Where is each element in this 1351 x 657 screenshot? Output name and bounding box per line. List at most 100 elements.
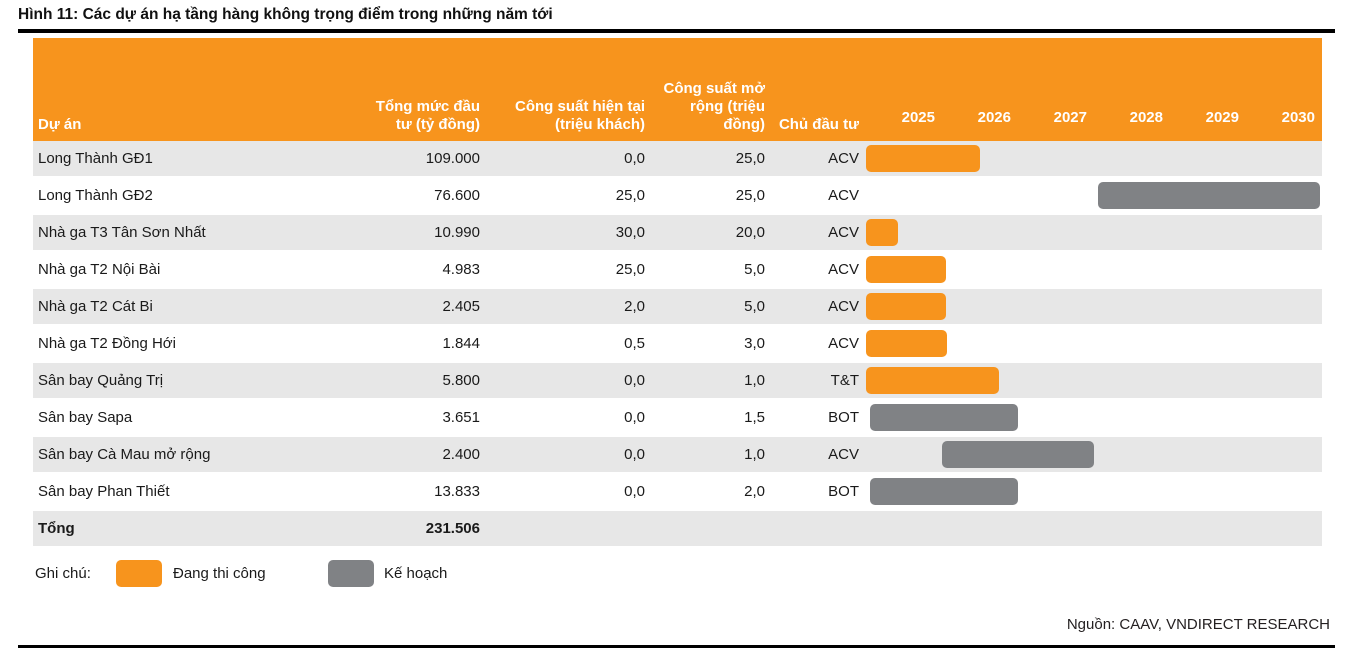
project-name-cell: Sân bay Sapa <box>38 409 133 426</box>
capacity-expansion-cell: 1,0 <box>744 446 765 463</box>
year-header-2028: 2028 <box>1129 109 1163 126</box>
project-name-cell: Long Thành GĐ1 <box>38 150 153 167</box>
capacity-expansion-cell: 5,0 <box>744 298 765 315</box>
table-row: Nhà ga T2 Nội Bài 4.983 25,0 5,0 ACV <box>33 252 1322 289</box>
gantt-header: 2025 2026 2027 2028 2029 2030 <box>866 38 1322 141</box>
gantt-cell <box>866 326 1322 361</box>
title-rule <box>18 29 1335 33</box>
gantt-bar-construction <box>866 145 980 172</box>
investor-cell: ACV <box>828 261 859 278</box>
legend: Ghi chú: Đang thi công Kế hoạch <box>33 555 1322 595</box>
capacity-current-cell: 0,0 <box>624 409 645 426</box>
investor-cell: ACV <box>828 150 859 167</box>
project-name-cell: Nhà ga T3 Tân Sơn Nhất <box>38 224 206 241</box>
table-row: Nhà ga T3 Tân Sơn Nhất 10.990 30,0 20,0 ACV <box>33 215 1322 252</box>
project-name-cell: Sân bay Cà Mau mở rộng <box>38 446 211 463</box>
investment-cell: 5.800 <box>442 372 480 389</box>
investment-cell: 109.000 <box>425 150 480 167</box>
gantt-bar-construction <box>866 219 898 246</box>
investor-cell: BOT <box>828 409 859 426</box>
column-header-investment: Tổng mức đầu tư (tỷ đồng) <box>375 98 480 133</box>
gantt-cell <box>866 252 1322 287</box>
table-row: Sân bay Sapa 3.651 0,0 1,5 BOT <box>33 400 1322 437</box>
capacity-current-cell: 0,0 <box>624 483 645 500</box>
total-investment-value: 231.506 <box>425 520 480 537</box>
gantt-cell <box>866 474 1322 509</box>
investor-cell: ACV <box>828 187 859 204</box>
table-row: Nhà ga T2 Đồng Hới 1.844 0,5 3,0 ACV <box>33 326 1322 363</box>
investment-cell: 10.990 <box>434 224 480 241</box>
year-header-2025: 2025 <box>901 109 935 126</box>
projects-table: Dự án Tổng mức đầu tư (tỷ đồng) Công suấ… <box>33 38 1322 595</box>
investment-cell: 1.844 <box>442 335 480 352</box>
gantt-bar-construction <box>866 293 946 320</box>
capacity-current-cell: 2,0 <box>624 298 645 315</box>
legend-swatch-plan <box>328 560 374 587</box>
table-row: Long Thành GĐ1 109.000 0,0 25,0 ACV <box>33 141 1322 178</box>
gantt-bar-construction <box>866 256 946 283</box>
legend-label: Ghi chú: <box>35 565 91 582</box>
legend-item-construction-label: Đang thi công <box>173 565 266 582</box>
investor-cell: ACV <box>828 335 859 352</box>
gantt-cell <box>866 178 1322 213</box>
capacity-current-cell: 25,0 <box>615 261 645 278</box>
gantt-cell <box>866 363 1322 398</box>
column-header-project: Dự án <box>38 116 82 133</box>
investor-cell: ACV <box>828 298 859 315</box>
investment-cell: 76.600 <box>434 187 480 204</box>
total-label: Tổng <box>38 520 75 537</box>
bottom-rule <box>18 645 1335 648</box>
project-name-cell: Nhà ga T2 Nội Bài <box>38 261 161 278</box>
investor-cell: T&T <box>830 372 859 389</box>
gantt-bar-plan <box>941 441 1094 468</box>
legend-swatch-construction <box>116 560 162 587</box>
table-row: Sân bay Phan Thiết 13.833 0,0 2,0 BOT <box>33 474 1322 511</box>
capacity-current-cell: 0,0 <box>624 150 645 167</box>
project-name-cell: Nhà ga T2 Cát Bi <box>38 298 153 315</box>
capacity-expansion-cell: 1,5 <box>744 409 765 426</box>
column-header-capacity-current: Công suất hiện tại (triệu khách) <box>514 98 645 133</box>
capacity-current-cell: 30,0 <box>615 224 645 241</box>
investor-cell: ACV <box>828 224 859 241</box>
table-row: Sân bay Quảng Trị 5.800 0,0 1,0 T&T <box>33 363 1322 400</box>
investor-cell: ACV <box>828 446 859 463</box>
investor-cell: BOT <box>828 483 859 500</box>
year-header-2029: 2029 <box>1205 109 1239 126</box>
investment-cell: 2.400 <box>442 446 480 463</box>
capacity-expansion-cell: 25,0 <box>735 187 765 204</box>
gantt-bar-plan <box>869 478 1018 505</box>
table-row: Long Thành GĐ2 76.600 25,0 25,0 ACV <box>33 178 1322 215</box>
figure-title: Hình 11: Các dự án hạ tầng hàng không tr… <box>18 6 553 23</box>
year-headers: 2025 2026 2027 2028 2029 2030 <box>866 38 1322 134</box>
investment-cell: 4.983 <box>442 261 480 278</box>
column-header-capacity-expansion: Công suất mở rộng (triệu đồng) <box>663 80 766 133</box>
capacity-current-cell: 0,0 <box>624 372 645 389</box>
total-row: Tổng 231.506 <box>33 511 1322 548</box>
gantt-bar-construction <box>866 330 948 357</box>
capacity-current-cell: 0,5 <box>624 335 645 352</box>
gantt-cell <box>866 437 1322 472</box>
column-header-investor: Chủ đầu tư <box>778 116 859 133</box>
year-header-2030: 2030 <box>1281 109 1315 126</box>
investment-cell: 13.833 <box>434 483 480 500</box>
legend-item-plan-label: Kế hoạch <box>384 565 448 582</box>
table-row: Sân bay Cà Mau mở rộng 2.400 0,0 1,0 ACV <box>33 437 1322 474</box>
project-name-cell: Long Thành GĐ2 <box>38 187 153 204</box>
capacity-expansion-cell: 3,0 <box>744 335 765 352</box>
capacity-current-cell: 25,0 <box>615 187 645 204</box>
table-header-row: Dự án Tổng mức đầu tư (tỷ đồng) Công suấ… <box>33 38 1322 141</box>
investment-cell: 3.651 <box>442 409 480 426</box>
gantt-cell <box>866 400 1322 435</box>
project-name-cell: Sân bay Phan Thiết <box>38 483 170 500</box>
table-row: Nhà ga T2 Cát Bi 2.405 2,0 5,0 ACV <box>33 289 1322 326</box>
gantt-cell <box>866 215 1322 250</box>
capacity-expansion-cell: 1,0 <box>744 372 765 389</box>
gantt-cell <box>866 141 1322 176</box>
capacity-current-cell: 0,0 <box>624 446 645 463</box>
year-header-2026: 2026 <box>977 109 1011 126</box>
capacity-expansion-cell: 20,0 <box>735 224 765 241</box>
capacity-expansion-cell: 5,0 <box>744 261 765 278</box>
capacity-expansion-cell: 25,0 <box>735 150 765 167</box>
year-header-2027: 2027 <box>1053 109 1087 126</box>
gantt-bar-plan <box>1097 182 1320 209</box>
